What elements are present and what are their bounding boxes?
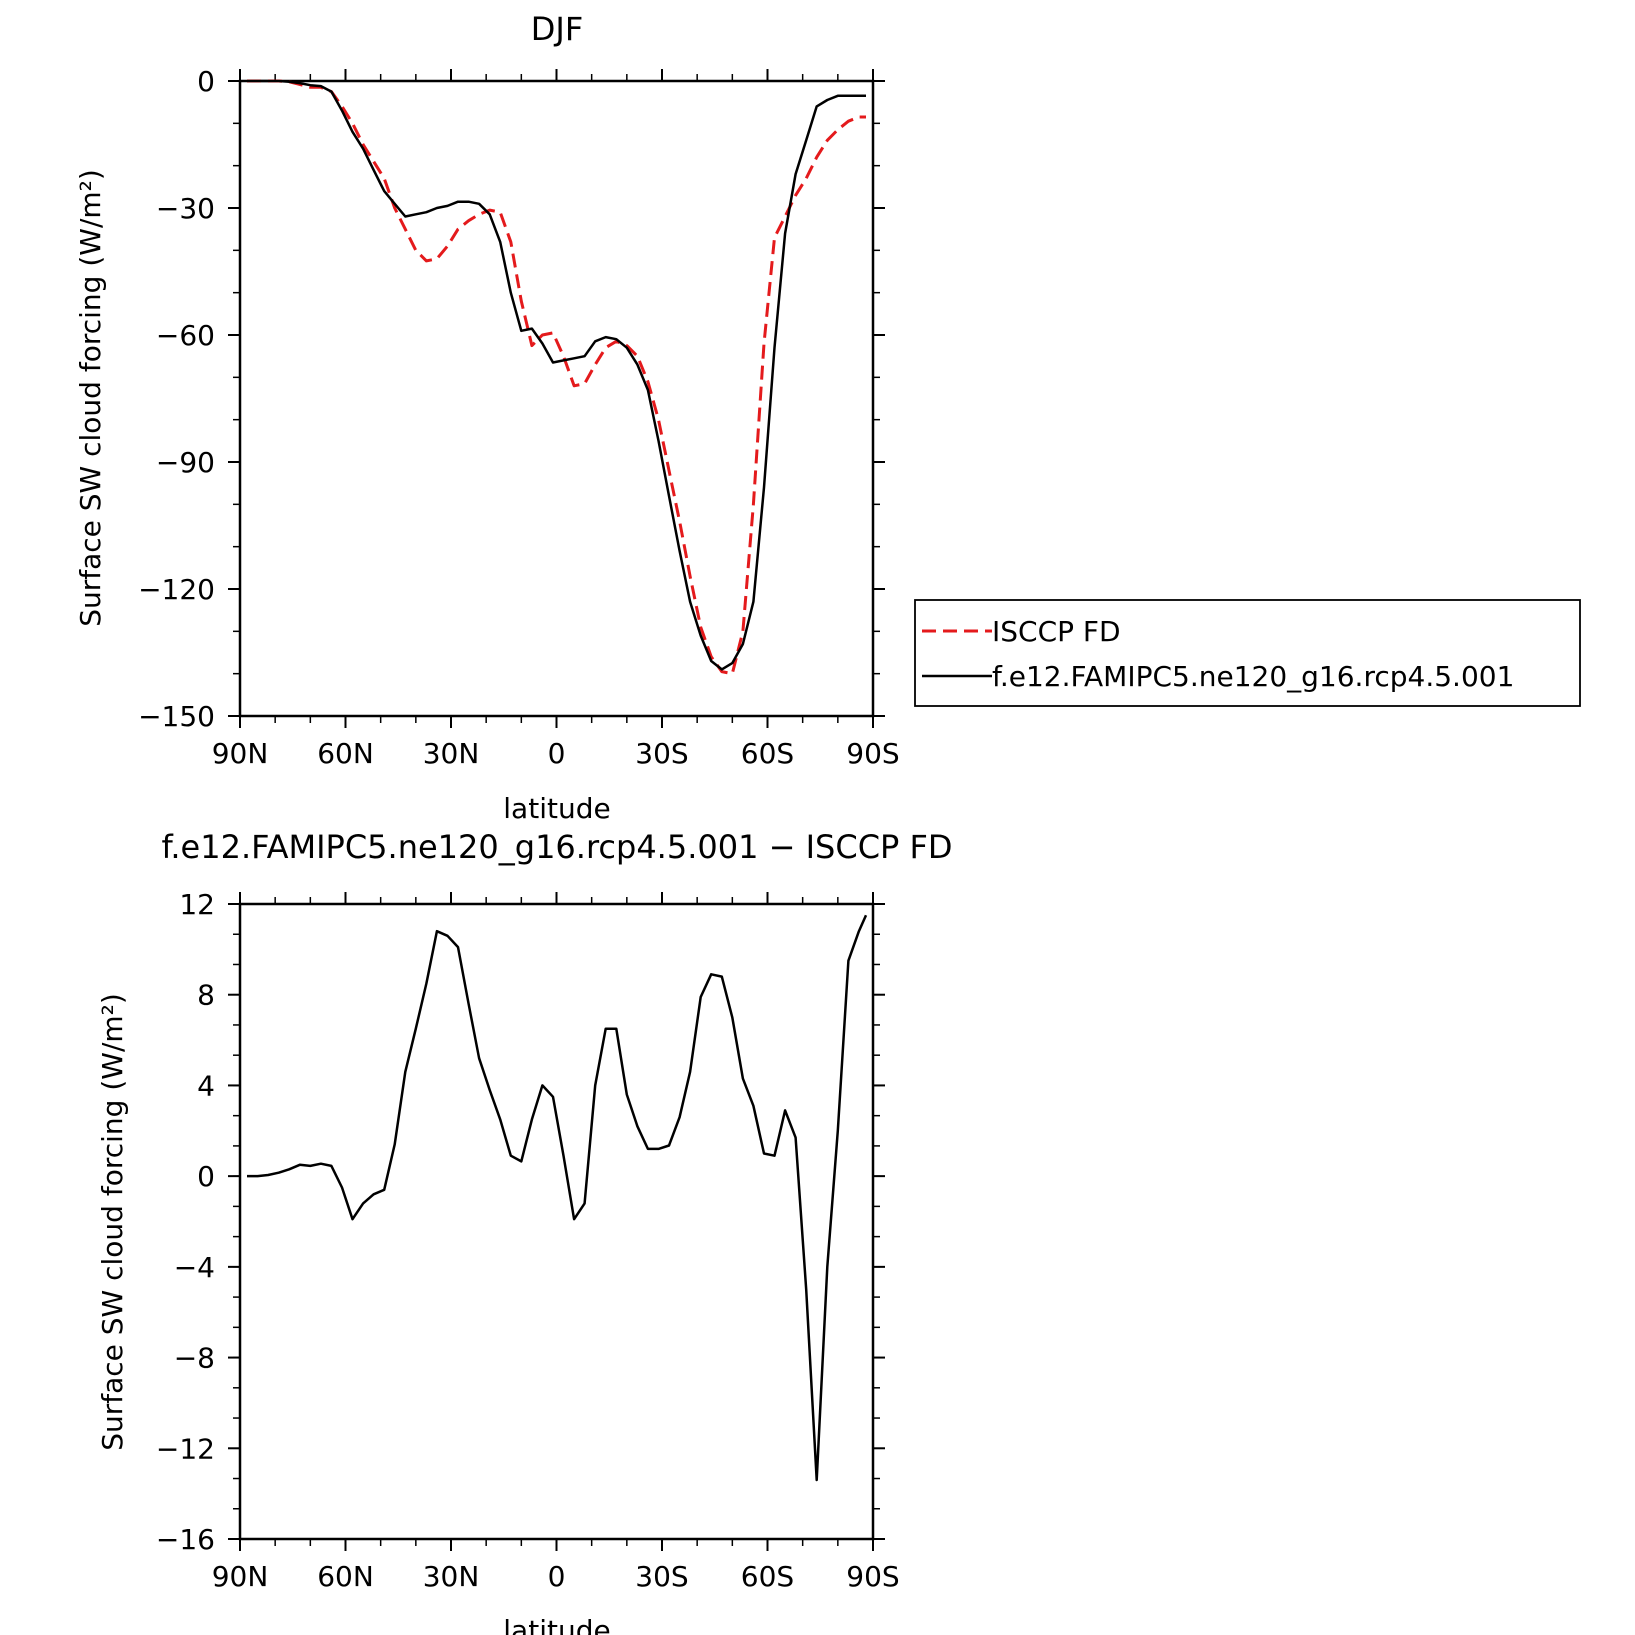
top-axis-ticks: 90N 60N 30N 0 30S 60S 90S 0 −30 −60 −90 −120 −150: [138, 65, 900, 770]
bottom-x-tick-label: 30S: [635, 1560, 688, 1593]
top-chart-title: DJF: [531, 10, 583, 48]
bottom-y-tick-label: 0: [197, 1160, 215, 1193]
legend: ISCCP FD f.e12.FAMIPC5.ne120_g16.rcp4.5.…: [914, 599, 1581, 707]
legend-label-model: f.e12.FAMIPC5.ne120_g16.rcp4.5.001: [992, 660, 1514, 693]
bottom-series-lines: [247, 914, 868, 1482]
bottom-panel: f.e12.FAMIPC5.ne120_g16.rcp4.5.001 − ISC…: [96, 828, 953, 1635]
top-y-axis-label: Surface SW cloud forcing (W/m²): [74, 169, 107, 627]
bottom-y-tick-label: 8: [197, 979, 215, 1012]
bottom-x-tick-label: 90S: [846, 1560, 899, 1593]
top-panel: DJF 90N 60N 30N 0 30S 60S 90S 0 −30 −60 −90 −120 −15…: [74, 10, 1581, 825]
top-series-line-1: [247, 79, 866, 671]
top-x-tick-label: 60S: [741, 737, 794, 770]
bottom-x-tick-label: 60N: [317, 1560, 374, 1593]
bottom-plot-frame: [238, 902, 875, 1541]
top-x-tick-label: 30S: [635, 737, 688, 770]
top-x-tick-label: 30N: [423, 737, 480, 770]
top-y-tick-label: −30: [156, 192, 215, 225]
bottom-chart-title: f.e12.FAMIPC5.ne120_g16.rcp4.5.001 − ISC…: [161, 828, 952, 866]
bottom-y-tick-label: −8: [174, 1342, 215, 1375]
bottom-y-axis-label: Surface SW cloud forcing (W/m²): [96, 993, 129, 1451]
top-y-tick-label: −60: [156, 319, 215, 352]
top-x-tick-label: 90S: [846, 737, 899, 770]
top-x-axis-label: latitude: [503, 792, 610, 825]
bottom-y-tick-label: −12: [156, 1432, 215, 1465]
bottom-y-tick-label: −4: [174, 1251, 215, 1284]
bottom-y-tick-label: 12: [179, 888, 215, 921]
bottom-x-tick-label: 30N: [423, 1560, 480, 1593]
top-y-tick-label: −150: [138, 700, 215, 733]
bottom-x-tick-label: 90N: [212, 1560, 269, 1593]
top-x-tick-label: 90N: [212, 737, 269, 770]
bottom-series-line-0: [247, 914, 868, 1482]
bottom-x-tick-label: 60S: [741, 1560, 794, 1593]
legend-label-isccp: ISCCP FD: [992, 615, 1121, 648]
top-x-tick-label: 60N: [317, 737, 374, 770]
top-series-line-0: [247, 79, 866, 676]
legend-box: [914, 599, 1581, 707]
top-y-tick-label: −120: [138, 573, 215, 606]
top-y-tick-label: −90: [156, 446, 215, 479]
bottom-y-tick-label: −16: [156, 1523, 215, 1556]
bottom-x-tick-label: 0: [548, 1560, 566, 1593]
top-series-lines: [247, 79, 866, 676]
top-x-tick-label: 0: [548, 737, 566, 770]
top-plot-frame: [238, 79, 875, 718]
bottom-x-axis-label: latitude: [503, 1614, 610, 1635]
top-y-tick-label: 0: [197, 65, 215, 98]
bottom-y-tick-label: 4: [197, 1069, 215, 1102]
bottom-axis-ticks: 90N 60N 30N 0 30S 60S 90S 12 8 4 0 −4 −8 −12 −16: [156, 888, 900, 1593]
